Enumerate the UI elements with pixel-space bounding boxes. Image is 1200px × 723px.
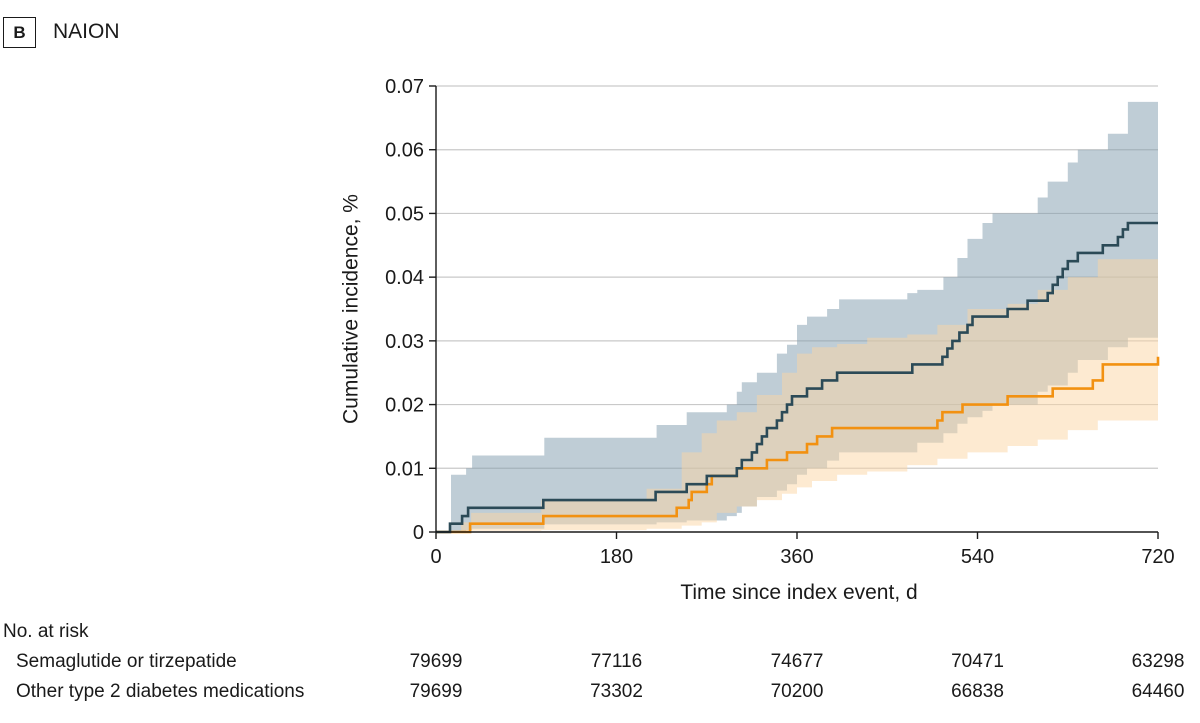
x-tick-label: 720: [1141, 546, 1174, 568]
y-tick-label: 0.02: [385, 395, 424, 417]
y-tick-label: 0.04: [385, 267, 424, 289]
panel-badge: B: [3, 17, 36, 48]
x-tick-label: 0: [430, 546, 441, 568]
x-tick-label: 180: [600, 546, 633, 568]
risk-count: 79699: [409, 681, 463, 702]
y-tick-label: 0.07: [385, 76, 424, 98]
panel-title: NAION: [53, 20, 120, 43]
x-tick-label: 360: [780, 546, 813, 568]
y-tick-label: 0.03: [385, 331, 424, 353]
risk-row-label: Other type 2 diabetes medications: [16, 681, 305, 702]
risk-count: 70200: [770, 681, 824, 702]
risk-count: 73302: [590, 681, 643, 702]
series-lines: [436, 221, 1160, 534]
confidence-bands: [436, 101, 1158, 533]
y-tick-label: 0.05: [385, 203, 424, 225]
risk-count: 79699: [409, 651, 463, 672]
risk-count: 70471: [951, 651, 1004, 672]
x-axis-title: Time since index event, d: [680, 581, 917, 604]
incidence-chart: 0 0.01 0.02 0.03 0.04 0.05 0.06 0.07 0 180 360 540 7…: [340, 76, 1175, 604]
series-line: [436, 221, 1158, 534]
risk-count: 66838: [951, 681, 1004, 702]
y-tick-label: 0.06: [385, 140, 424, 162]
y-axis-title: Cumulative incidence, %: [340, 194, 363, 424]
risk-count: 63298: [1131, 651, 1185, 672]
risk-count: 77116: [590, 651, 643, 672]
risk-table-heading: No. at risk: [3, 621, 89, 642]
axes: 0 0.01 0.02 0.03 0.04 0.05 0.06 0.07 0 180 360 540 7…: [385, 76, 1175, 568]
y-tick-label: 0: [413, 522, 424, 544]
y-tick-label: 0.01: [385, 458, 424, 480]
risk-count: 74677: [770, 651, 824, 672]
risk-count: 64460: [1131, 681, 1185, 702]
series-line: [436, 356, 1160, 534]
risk-row-label: Semaglutide or tirzepatide: [16, 651, 237, 672]
x-tick-label: 540: [961, 546, 994, 568]
